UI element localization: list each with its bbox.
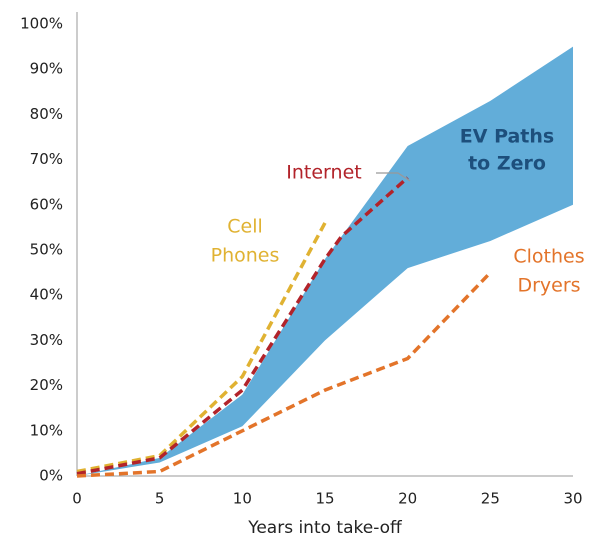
series-label: Dryers (517, 275, 580, 297)
y-tick-label: 70% (30, 150, 63, 168)
x-tick-label: 30 (563, 490, 582, 508)
leader-line (376, 172, 411, 182)
y-tick-label: 100% (20, 15, 63, 33)
y-tick-label: 10% (30, 421, 63, 439)
x-tick-label: 10 (233, 490, 252, 508)
x-tick-label: 0 (72, 490, 82, 508)
y-tick-label: 80% (30, 105, 63, 123)
band-label: EV Paths (460, 126, 554, 148)
series-label: Phones (211, 245, 280, 267)
series-label: Cell (227, 216, 263, 238)
x-tick-label: 15 (315, 490, 334, 508)
y-tick-label: 40% (30, 286, 63, 304)
series-label: Clothes (513, 246, 584, 268)
series-label: Internet (286, 162, 361, 184)
series-line (76, 222, 327, 474)
series-line (76, 176, 409, 476)
x-tick-label: 20 (398, 490, 417, 508)
x-tick-label: 25 (481, 490, 500, 508)
y-tick-label: 0% (39, 467, 63, 485)
y-tick-label: 50% (30, 241, 63, 259)
y-tick-label: 90% (30, 60, 63, 78)
y-tick-label: 20% (30, 376, 63, 394)
x-axis-label: Years into take-off (247, 518, 403, 538)
y-tick-label: 30% (30, 331, 63, 349)
y-tick-label: 60% (30, 195, 63, 213)
x-tick-label: 5 (155, 490, 165, 508)
band-label: to Zero (468, 153, 546, 175)
